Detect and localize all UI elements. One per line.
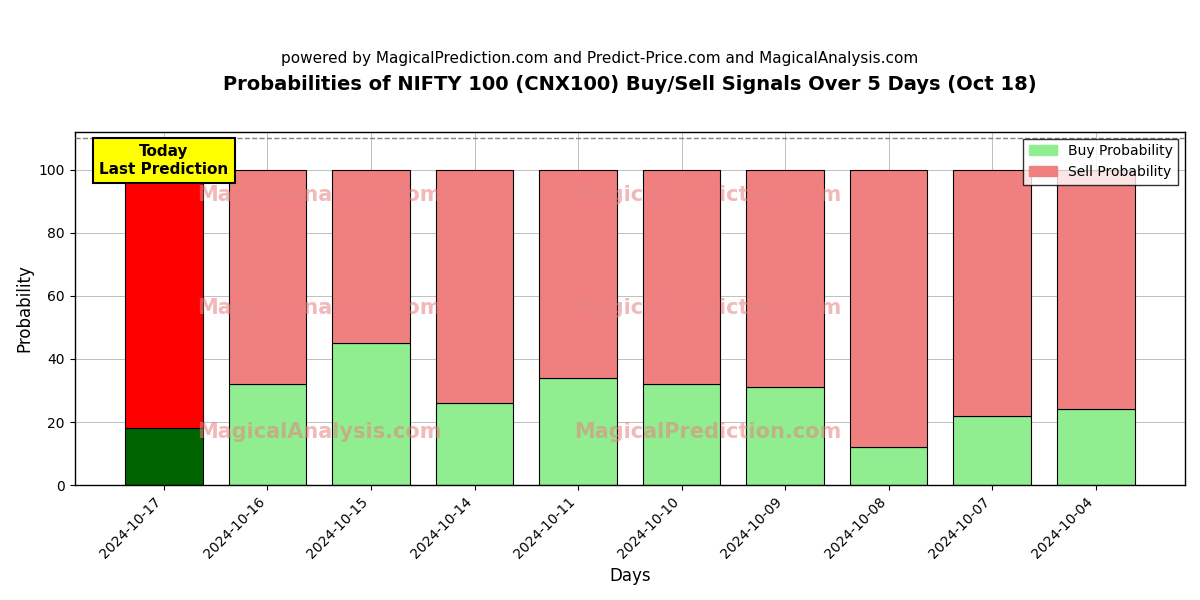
Bar [953,170,1031,416]
Bar [953,416,1031,485]
Bar [332,343,410,485]
Bar [850,447,928,485]
Bar [1057,170,1134,409]
Bar [125,170,203,428]
Bar [850,170,928,447]
Bar [539,170,617,378]
Bar [125,428,203,485]
Bar [229,170,306,384]
Text: MagicalAnalysis.com: MagicalAnalysis.com [197,298,442,319]
Text: MagicalPrediction.com: MagicalPrediction.com [574,185,841,205]
Bar [436,170,514,403]
Y-axis label: Probability: Probability [16,265,34,352]
Text: powered by MagicalPrediction.com and Predict-Price.com and MagicalAnalysis.com: powered by MagicalPrediction.com and Pre… [281,51,919,66]
Text: Today
Last Prediction: Today Last Prediction [100,144,228,176]
Text: MagicalPrediction.com: MagicalPrediction.com [574,298,841,319]
Bar [746,388,824,485]
Bar [643,170,720,384]
Bar [539,378,617,485]
Bar [1057,409,1134,485]
Text: MagicalAnalysis.com: MagicalAnalysis.com [197,422,442,442]
Bar [643,384,720,485]
Bar [746,170,824,388]
X-axis label: Days: Days [610,567,650,585]
Legend: Buy Probability, Sell Probability: Buy Probability, Sell Probability [1024,139,1178,185]
Bar [436,403,514,485]
Text: MagicalAnalysis.com: MagicalAnalysis.com [197,185,442,205]
Bar [332,170,410,343]
Bar [229,384,306,485]
Title: Probabilities of NIFTY 100 (CNX100) Buy/Sell Signals Over 5 Days (Oct 18): Probabilities of NIFTY 100 (CNX100) Buy/… [223,75,1037,94]
Text: MagicalPrediction.com: MagicalPrediction.com [574,422,841,442]
